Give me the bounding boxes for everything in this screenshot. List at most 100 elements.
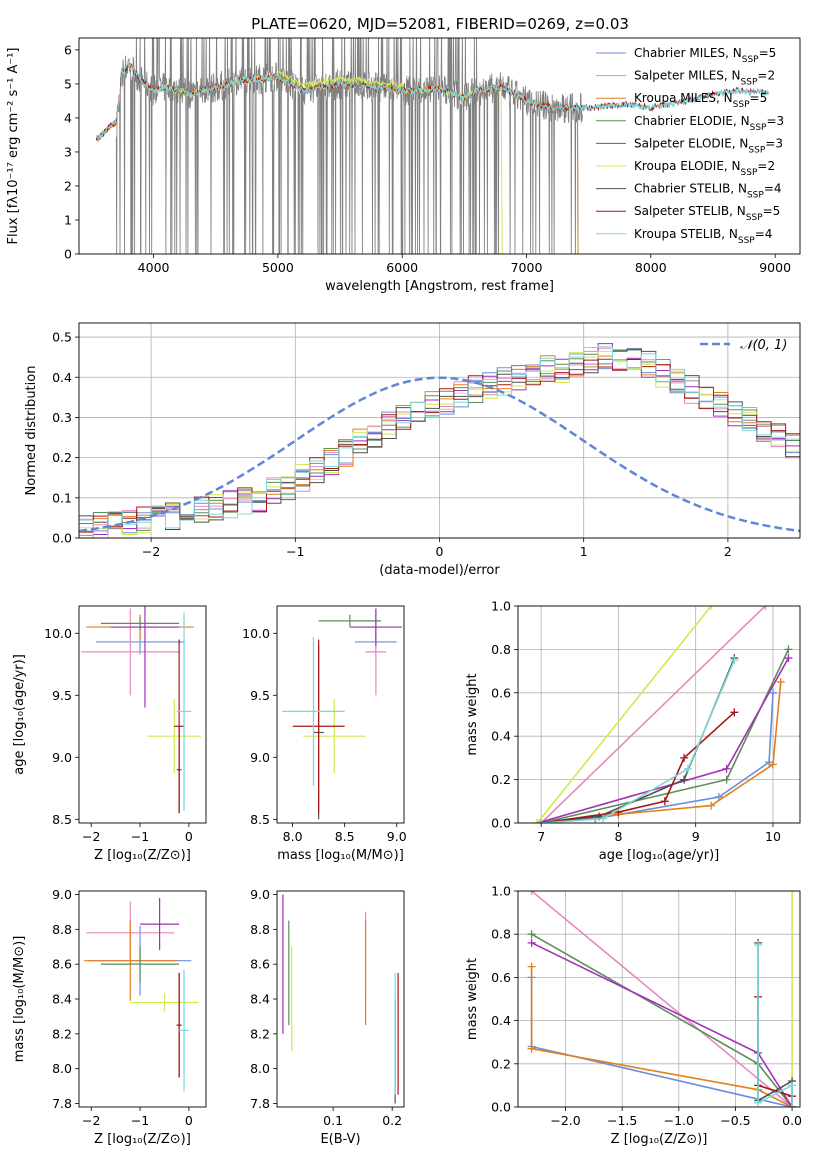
legend-entry: 𝒩(0, 1) (740, 338, 787, 353)
x-tick-label: 9 (692, 829, 700, 844)
weight-point-marker (683, 764, 692, 773)
x-axis-label: (data-model)/error (379, 563, 500, 578)
x-tick-label: −1 (131, 829, 149, 844)
plot-frame (78, 322, 801, 539)
y-axis-label: mass [log₁₀(M/M⊙)] (12, 936, 27, 1063)
age-vs-mass-panel: 8.0 8.5 9.0 8.5 9.0 9.5 10.0 mass [log₁₀(M/M⊙)] (242, 605, 407, 863)
legend-entry: Chabrier MILES, NSSP=5 (634, 46, 776, 65)
weight-point-marker (730, 656, 739, 665)
weight-series-line (757, 945, 793, 1107)
x-tick-label: 8.5 (335, 829, 355, 844)
histogram-traces (79, 343, 800, 538)
y-tick-label: 0.2 (491, 772, 511, 787)
y-tick-label: 9.5 (52, 688, 72, 703)
errorbars (282, 608, 402, 820)
x-axis-label: Z [log₁₀(Z/Z⊙)] (94, 1132, 191, 1147)
x-tick-label: 8.0 (283, 829, 303, 844)
weight-point-marker (598, 814, 607, 823)
weight-point-marker (784, 654, 793, 663)
spectrum-panel: 4000 5000 6000 7000 8000 9000 0 1 2 3 4 5 6 wavelengt… (6, 37, 801, 294)
normal-curve (79, 376, 800, 533)
plot-frame (276, 605, 405, 824)
y-tick-label: 10.0 (44, 626, 72, 641)
y-tick-label: 3 (64, 144, 72, 159)
weight-lines (533, 606, 793, 823)
y-tick-label: 0 (64, 247, 72, 262)
x-tick-label: 7 (537, 829, 545, 844)
plot-frame (78, 890, 207, 1108)
y-tick-label: 7.8 (52, 1096, 72, 1111)
x-tick-label: 0 (436, 544, 444, 559)
weight-series-line (536, 606, 712, 823)
y-tick-label: 0.8 (491, 642, 511, 657)
legend-entry: Chabrier STELIB, NSSP=4 (634, 182, 782, 201)
y-axis-label: Normed distribution (24, 366, 39, 496)
weight-point-marker (761, 606, 770, 610)
spectrum-traces (95, 38, 769, 254)
weight-point-marker (722, 775, 731, 784)
weight-point-marker (527, 891, 536, 895)
legend-entry: Kroupa MILES, NSSP=5 (634, 91, 767, 110)
weight-point-marker (660, 797, 669, 806)
y-tick-label: 8.5 (250, 812, 270, 827)
y-tick-label: 8.2 (52, 1026, 72, 1041)
y-tick-label: 0.8 (491, 927, 511, 942)
y-tick-label: 8.4 (52, 992, 72, 1007)
weight-series-line (540, 606, 766, 823)
x-tick-label: 6000 (386, 260, 418, 275)
y-tick-label: 6 (64, 42, 72, 57)
legend-entry: Chabrier ELODIE, NSSP=3 (634, 114, 784, 133)
spectrum-legend: Chabrier MILES, NSSP=5 Salpeter MILES, NS… (596, 46, 784, 246)
y-tick-label: 9.0 (52, 887, 72, 902)
age-vs-Z-panel: −2 −1 0 8.5 9.0 9.5 10.0 Z [log₁₀(Z/Z⊙)] age [lo… (12, 605, 207, 863)
y-tick-label: 0.4 (491, 729, 511, 744)
mass-weight-vs-Z-panel: −2.0 −1.5 −1.0 −0.5 0.0 0.0 0.2 0.4 0.6 0.8 1.0 Z [… (465, 884, 802, 1148)
y-tick-label: 5 (64, 76, 72, 91)
errorbars (83, 897, 199, 1092)
x-tick-label: 0 (185, 1113, 193, 1128)
x-tick-label: 2 (724, 544, 732, 559)
legend-entry: Salpeter ELODIE, NSSP=3 (634, 136, 783, 155)
model-spectrum-line (95, 60, 769, 141)
weight-point-marker (788, 1103, 797, 1107)
y-tick-label: 2 (64, 178, 72, 193)
y-tick-label: 0.2 (491, 1056, 511, 1071)
weight-point-marker (527, 1044, 536, 1053)
observed-spectrum (115, 38, 583, 254)
x-tick-label: −0.5 (720, 1113, 750, 1128)
weight-series-line (530, 977, 793, 1107)
weight-point-marker (680, 775, 689, 784)
x-axis-label: E(B-V) (320, 1132, 360, 1147)
errorbars (81, 606, 202, 814)
plot-frame (276, 890, 405, 1108)
x-tick-label: 0.1 (323, 1113, 343, 1128)
x-tick-label: 8000 (635, 260, 667, 275)
weight-point-marker (784, 645, 793, 654)
y-tick-label: 8.0 (250, 1061, 270, 1076)
x-axis-label: Z [log₁₀(Z/Z⊙)] (611, 1132, 708, 1147)
y-tick-label: 9.0 (250, 750, 270, 765)
x-tick-label: 0 (185, 829, 193, 844)
weight-point-marker (788, 1081, 797, 1090)
errorbars (282, 894, 399, 1104)
weight-lines (527, 891, 797, 1107)
y-tick-label: 9.0 (52, 750, 72, 765)
weight-point-marker (768, 688, 777, 697)
weight-point-marker (722, 764, 731, 773)
mass-weight-vs-age-panel: 7 8 9 10 0.0 0.2 0.4 0.6 0.8 1.0 age [log₁₀(age/yr… (465, 599, 801, 863)
x-tick-label: −2 (142, 544, 160, 559)
legend-entry: Kroupa ELODIE, NSSP=2 (634, 159, 775, 178)
weight-series-line (531, 891, 793, 1107)
legend-entry: Salpeter MILES, NSSP=2 (634, 69, 775, 88)
weight-series-line (541, 659, 736, 823)
y-tick-label: 8.2 (250, 1026, 270, 1041)
y-tick-label: 0.6 (491, 685, 511, 700)
y-tick-label: 0.6 (491, 970, 511, 985)
y-axis-label: mass weight (465, 958, 480, 1040)
figure-title: PLATE=0620, MJD=52081, FIBERID=0269, z=0… (251, 15, 629, 33)
weight-point-marker (788, 891, 797, 895)
x-tick-label: −1 (286, 544, 304, 559)
x-tick-label: 1 (580, 544, 588, 559)
plot-frame (517, 890, 801, 1108)
